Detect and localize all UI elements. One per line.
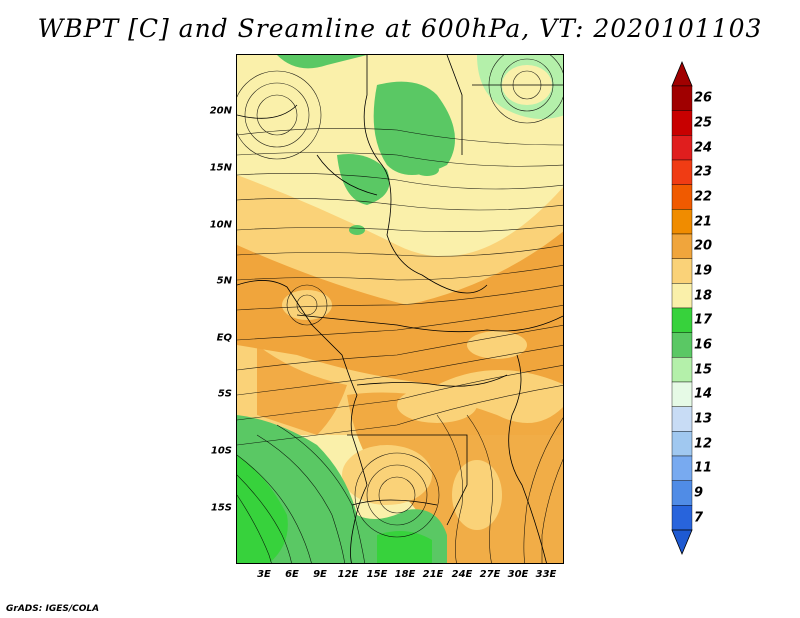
lat-tick-eq: EQ [216, 332, 232, 344]
lon-tick-18e: 18E [394, 569, 416, 580]
lat-tick-15s: 15S [210, 502, 232, 514]
colorbar-swatch [671, 135, 693, 161]
colorbar-label: 25 [694, 115, 713, 131]
colorbar-swatch [671, 357, 693, 383]
colorbar-swatches [671, 85, 693, 531]
lon-tick-6e: 6E [285, 569, 299, 580]
lat-tick-5n: 5N [216, 275, 232, 287]
wbpt-field-17 [277, 55, 367, 69]
colorbar-top-arrow [671, 60, 693, 87]
colorbar-swatch [671, 505, 693, 531]
lon-tick-27e: 27E [479, 569, 501, 580]
streamlines [237, 55, 563, 563]
colorbar-swatch [671, 283, 693, 309]
wbpt-field-17-south [237, 415, 447, 563]
colorbar-swatch [671, 209, 693, 235]
colorbar-label: 26 [694, 90, 713, 106]
colorbar-label: 19 [694, 263, 713, 279]
colorbar-swatch [671, 184, 693, 210]
colorbar-label: 20 [694, 238, 713, 254]
colorbar-label: 9 [694, 485, 704, 501]
colorbar-label: 12 [694, 436, 713, 452]
colorbar-swatch [671, 85, 693, 111]
lon-tick-33e: 33E [535, 569, 557, 580]
colorbar-label: 16 [694, 337, 713, 353]
lon-tick-9e: 9E [313, 569, 327, 580]
colorbar-label: 17 [694, 312, 713, 328]
colorbar-swatch [671, 381, 693, 407]
colorbar-bottom-arrow [671, 529, 693, 556]
colorbar-label: 13 [694, 411, 713, 427]
colorbar-swatch [671, 455, 693, 481]
lon-tick-3e: 3E [257, 569, 271, 580]
plot-title: WBPT [C] and Sreamline at 600hPa, VT: 20… [37, 14, 763, 43]
colorbar-label: 18 [694, 288, 713, 304]
colorbar-swatch [671, 406, 693, 432]
colorbar-label: 22 [694, 189, 713, 205]
colorbar-label: 21 [694, 214, 713, 230]
colorbar-swatch [671, 480, 693, 506]
lat-tick-10s: 10S [210, 445, 232, 457]
colorbar-label: 14 [694, 386, 713, 402]
lat-tick-15n: 15N [209, 162, 232, 174]
colorbar-label: 7 [694, 510, 704, 526]
map-panel [236, 54, 564, 564]
colorbar-label: 24 [694, 140, 713, 156]
colorbar-swatch [671, 159, 693, 185]
lon-tick-24e: 24E [451, 569, 473, 580]
colorbar-label: 11 [694, 460, 713, 476]
footer-credit: GrADS: IGES/COLA [6, 604, 100, 614]
lat-tick-10n: 10N [209, 219, 232, 231]
colorbar-swatch [671, 307, 693, 333]
lon-tick-12e: 12E [337, 569, 359, 580]
colorbar-swatch [671, 258, 693, 284]
colorbar-swatch [671, 431, 693, 457]
colorbar-swatch [671, 332, 693, 358]
lon-tick-21e: 21E [422, 569, 444, 580]
colorbar-swatch [671, 110, 693, 136]
lat-tick-20n: 20N [209, 105, 232, 117]
borders [237, 55, 563, 563]
lon-tick-30e: 30E [507, 569, 529, 580]
colorbar-label: 23 [694, 164, 713, 180]
lat-tick-5s: 5S [217, 388, 232, 400]
lon-tick-15e: 15E [366, 569, 388, 580]
map-field [237, 55, 563, 563]
colorbar [671, 60, 693, 556]
colorbar-swatch [671, 233, 693, 259]
colorbar-label: 15 [694, 362, 713, 378]
